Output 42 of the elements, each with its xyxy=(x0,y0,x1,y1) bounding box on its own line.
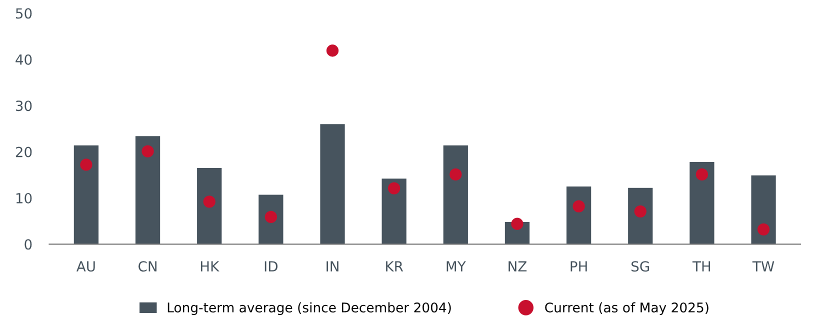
x-tick-label: SG xyxy=(632,261,650,272)
x-tick-label: CN xyxy=(138,261,156,272)
x-tick-label: PH xyxy=(570,261,587,272)
legend-label: Long-term average (since December 2004) xyxy=(168,302,451,316)
x-tick-label: AU xyxy=(76,261,95,272)
y-tick-label: 30 xyxy=(16,100,32,112)
x-tick-label: MY xyxy=(446,261,466,272)
x-tick-label: KR xyxy=(386,261,404,272)
point xyxy=(326,44,339,57)
bar xyxy=(258,194,284,244)
point xyxy=(634,205,646,218)
point xyxy=(203,196,216,208)
point xyxy=(142,145,154,158)
point xyxy=(388,182,400,194)
y-tick-label: 0 xyxy=(24,239,32,250)
bar xyxy=(443,145,468,244)
bar xyxy=(690,162,714,244)
bar xyxy=(382,178,406,244)
bar xyxy=(135,136,160,244)
x-tick-label: TH xyxy=(692,261,710,272)
point xyxy=(572,200,585,212)
y-tick-label: 40 xyxy=(16,54,32,65)
x-tick-label: HK xyxy=(200,261,220,272)
y-tick-label: 10 xyxy=(16,192,32,204)
point xyxy=(80,158,92,171)
x-tick-label: NZ xyxy=(508,261,527,272)
point xyxy=(757,223,770,236)
x-tick-label: IN xyxy=(326,261,338,272)
bar xyxy=(320,124,345,244)
y-tick-label: 50 xyxy=(16,8,32,19)
bar xyxy=(74,145,99,244)
legend-label: Current (as of May 2025) xyxy=(545,302,708,316)
point xyxy=(696,168,708,181)
point xyxy=(511,218,524,230)
point xyxy=(450,168,462,181)
bar xyxy=(566,186,592,244)
bar xyxy=(197,168,222,244)
bar xyxy=(628,188,653,244)
x-tick-label: TW xyxy=(752,261,774,272)
bar xyxy=(751,175,776,244)
x-tick-label: ID xyxy=(264,261,278,272)
y-tick-label: 20 xyxy=(16,146,32,158)
